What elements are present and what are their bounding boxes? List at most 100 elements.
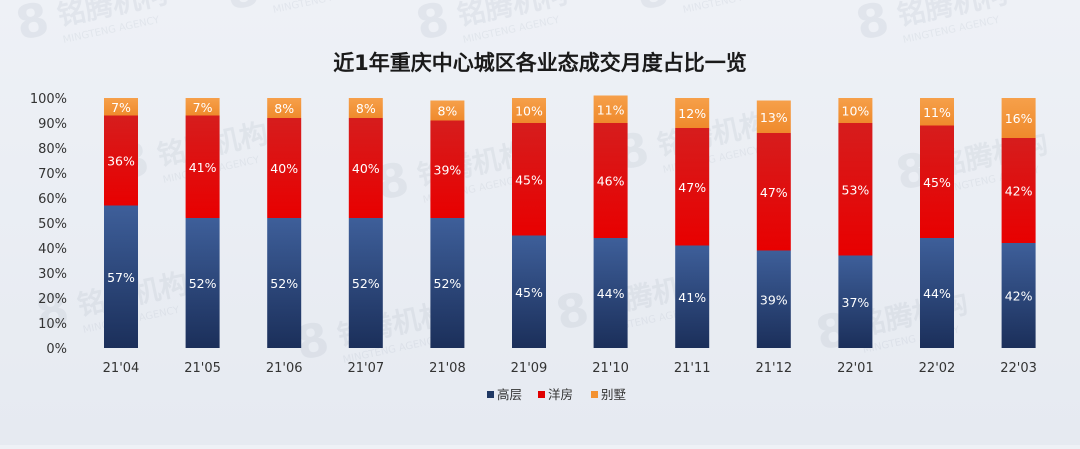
data-label: 16% (1005, 111, 1033, 126)
bar-别墅 (348, 98, 383, 118)
x-tick-label: 21'05 (184, 361, 221, 376)
bar-高层 (267, 218, 302, 348)
bar-高层 (920, 238, 954, 348)
legend-label: 洋房 (548, 387, 573, 402)
bar-高层 (756, 250, 791, 348)
bars-layer: 57% 36% 7% 52% 41% 7% 52% 40% 8% 52% 40% 8% 52% 39% 8%… (104, 95, 1036, 348)
watermark-text-en: MINGTENG AGENCY (682, 0, 781, 16)
watermark-mark: 8 (411, 0, 454, 51)
data-label: 12% (678, 106, 706, 121)
x-tick-label: 21'06 (266, 361, 303, 376)
x-tick-label: 21'07 (347, 361, 384, 376)
data-label: 45% (923, 175, 951, 190)
data-label: 53% (842, 182, 870, 197)
data-label: 13% (760, 110, 788, 125)
data-label: 36% (107, 154, 135, 169)
data-label: 10% (842, 104, 870, 119)
bar-洋房 (430, 120, 465, 218)
bar-洋房 (267, 118, 302, 218)
watermark-mark: 8 (11, 0, 54, 51)
data-label: 52% (270, 276, 298, 291)
x-tick-label: 22'01 (837, 361, 874, 376)
bar-别墅 (267, 98, 302, 118)
data-label: 46% (597, 174, 625, 189)
legend-swatch (591, 391, 598, 398)
bar-高层 (675, 245, 710, 348)
x-tick-label: 21'09 (511, 361, 548, 376)
data-label: 7% (193, 100, 213, 115)
bar-洋房 (348, 118, 383, 218)
bar-别墅 (593, 95, 628, 123)
watermark-mark: 8 (551, 281, 594, 340)
data-label: 52% (189, 276, 217, 291)
data-label: 8% (356, 101, 376, 116)
y-tick-label: 70% (38, 167, 67, 182)
data-label: 39% (434, 162, 462, 177)
data-label: 40% (352, 161, 380, 176)
data-label: 57% (107, 270, 135, 285)
data-label: 52% (434, 276, 462, 291)
bar-洋房 (920, 125, 954, 238)
watermark-mark: 8 (631, 0, 674, 21)
bar-洋房 (675, 128, 710, 246)
data-label: 47% (678, 180, 706, 195)
data-label: 37% (842, 295, 870, 310)
x-tick-label: 21'04 (103, 361, 140, 376)
data-label: 11% (597, 102, 625, 117)
bar-别墅 (512, 98, 546, 123)
data-label: 45% (515, 172, 543, 187)
y-tick-label: 80% (38, 142, 67, 157)
y-tick-label: 30% (38, 267, 67, 282)
data-label: 52% (352, 276, 380, 291)
bar-洋房 (756, 133, 791, 251)
bar-别墅 (838, 98, 873, 123)
y-tick-label: 40% (38, 242, 67, 257)
data-label: 44% (597, 286, 625, 301)
x-tick-label: 21'12 (755, 361, 792, 376)
data-label: 45% (515, 285, 543, 300)
x-tick-label: 21'10 (592, 361, 629, 376)
y-tick-label: 100% (30, 92, 67, 107)
bar-别墅 (1001, 98, 1036, 138)
bar-洋房 (104, 115, 138, 206)
data-label: 11% (923, 105, 951, 120)
data-label: 7% (111, 100, 131, 115)
watermark-text-en: MINGTENG AGENCY (272, 0, 371, 16)
y-tick-label: 0% (46, 342, 67, 357)
bar-洋房 (512, 123, 546, 236)
legend-label: 高层 (497, 387, 522, 402)
data-label: 40% (270, 161, 298, 176)
legend-swatch (487, 391, 494, 398)
x-tick-label: 22'03 (1000, 361, 1037, 376)
data-label: 8% (437, 104, 457, 119)
data-label: 8% (274, 101, 294, 116)
bar-洋房 (838, 123, 873, 256)
data-label: 39% (760, 292, 788, 307)
data-label: 47% (760, 185, 788, 200)
data-label: 41% (678, 290, 706, 305)
bar-高层 (185, 218, 220, 348)
bar-洋房 (593, 123, 628, 238)
y-tick-label: 90% (38, 117, 67, 132)
bar-高层 (838, 255, 873, 348)
legend-label: 别墅 (601, 387, 626, 402)
chart-title: 近1年重庆中心城区各业态成交月度占比一览 (333, 51, 747, 75)
bar-高层 (1001, 243, 1036, 348)
bar-别墅 (756, 100, 791, 133)
bar-洋房 (185, 115, 220, 218)
y-tick-label: 60% (38, 192, 67, 207)
data-label: 10% (515, 104, 543, 119)
data-label: 41% (189, 160, 217, 175)
legend: 高层 洋房 别墅 (487, 387, 626, 402)
x-tick-label: 22'02 (919, 361, 956, 376)
bar-洋房 (1001, 138, 1036, 243)
data-label: 44% (923, 286, 951, 301)
bar-高层 (512, 235, 546, 348)
watermark-mark: 8 (851, 0, 894, 51)
